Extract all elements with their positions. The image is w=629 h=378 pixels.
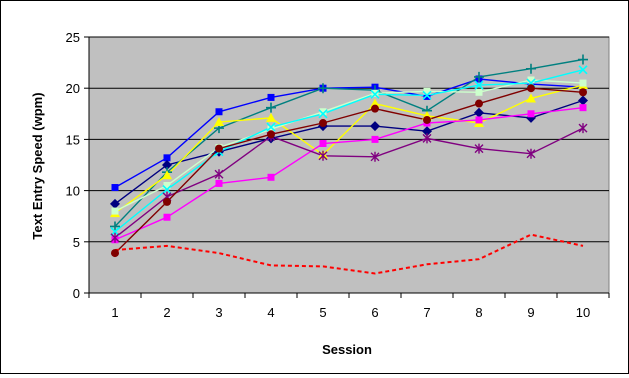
data-point — [318, 150, 328, 161]
y-tick-label: 20 — [66, 81, 80, 96]
data-point — [475, 99, 483, 108]
data-point — [162, 160, 172, 170]
data-point — [267, 173, 275, 181]
data-point — [422, 133, 432, 144]
data-point — [422, 90, 432, 100]
data-point — [527, 110, 535, 118]
x-tick-label: 4 — [267, 305, 274, 320]
data-point — [370, 98, 380, 108]
x-tick-label: 8 — [475, 305, 482, 320]
data-point — [578, 54, 588, 65]
data-point — [474, 143, 484, 154]
data-point — [475, 88, 483, 96]
data-point — [163, 197, 171, 206]
y-tick-label: 10 — [66, 184, 80, 199]
data-point — [526, 148, 536, 159]
data-point — [370, 151, 380, 162]
data-point — [527, 76, 535, 84]
x-tick-label: 9 — [527, 305, 534, 320]
data-point — [578, 95, 588, 106]
data-point — [370, 89, 380, 99]
data-point — [319, 108, 327, 116]
x-tick-label: 3 — [215, 305, 222, 320]
x-tick-label: 7 — [423, 305, 430, 320]
data-point — [110, 221, 120, 232]
data-point — [267, 130, 275, 139]
data-point — [163, 181, 171, 189]
series-line — [114, 79, 584, 212]
y-tick-label: 25 — [66, 30, 80, 45]
y-axis-label: Text Entry Speed (wpm) — [30, 92, 45, 239]
data-point — [371, 135, 379, 143]
series-line — [114, 233, 584, 275]
data-point — [578, 123, 588, 134]
data-point — [214, 116, 224, 126]
y-tick-label: 5 — [73, 235, 80, 250]
data-point — [215, 108, 223, 116]
data-point — [371, 104, 379, 113]
data-point — [214, 169, 224, 180]
data-point — [474, 107, 484, 118]
data-point — [526, 93, 536, 103]
data-point — [527, 84, 535, 93]
data-point — [266, 122, 276, 132]
series-line — [114, 78, 584, 189]
data-point — [266, 112, 276, 122]
data-point — [111, 184, 119, 192]
series-line — [114, 84, 584, 214]
series-line — [114, 127, 584, 239]
data-point — [266, 102, 276, 113]
data-point — [526, 63, 536, 74]
series-line — [114, 58, 584, 227]
x-tick-label: 10 — [576, 305, 590, 320]
data-point — [318, 83, 328, 94]
y-tick-label: 15 — [66, 132, 80, 147]
data-point — [162, 185, 172, 195]
x-axis-label: Session — [322, 342, 372, 357]
data-point — [474, 71, 484, 82]
data-point — [579, 79, 587, 87]
data-point — [267, 93, 275, 101]
data-point — [423, 115, 431, 124]
data-point — [579, 104, 587, 112]
data-point — [370, 121, 380, 132]
data-point — [267, 125, 275, 133]
data-point — [318, 109, 328, 119]
data-point — [319, 119, 327, 128]
x-tick-label: 5 — [319, 305, 326, 320]
data-point — [475, 116, 483, 124]
x-tick-label: 6 — [371, 305, 378, 320]
data-point — [319, 139, 327, 147]
data-point — [163, 213, 171, 221]
series-line — [114, 99, 584, 205]
y-tick-label: 0 — [73, 286, 80, 301]
series-line — [114, 107, 584, 241]
data-point — [578, 65, 588, 75]
x-tick-label: 1 — [111, 305, 118, 320]
data-point — [163, 154, 171, 162]
data-point — [111, 249, 119, 258]
data-point — [215, 179, 223, 187]
data-point — [110, 232, 120, 243]
data-point — [111, 207, 119, 215]
data-point — [110, 198, 120, 209]
data-point — [162, 170, 172, 180]
data-point — [579, 88, 587, 97]
data-point — [474, 80, 484, 90]
data-point — [423, 87, 431, 95]
data-point — [215, 144, 223, 153]
series-line — [114, 87, 584, 254]
x-tick-label: 2 — [163, 305, 170, 320]
series-line — [114, 69, 584, 233]
